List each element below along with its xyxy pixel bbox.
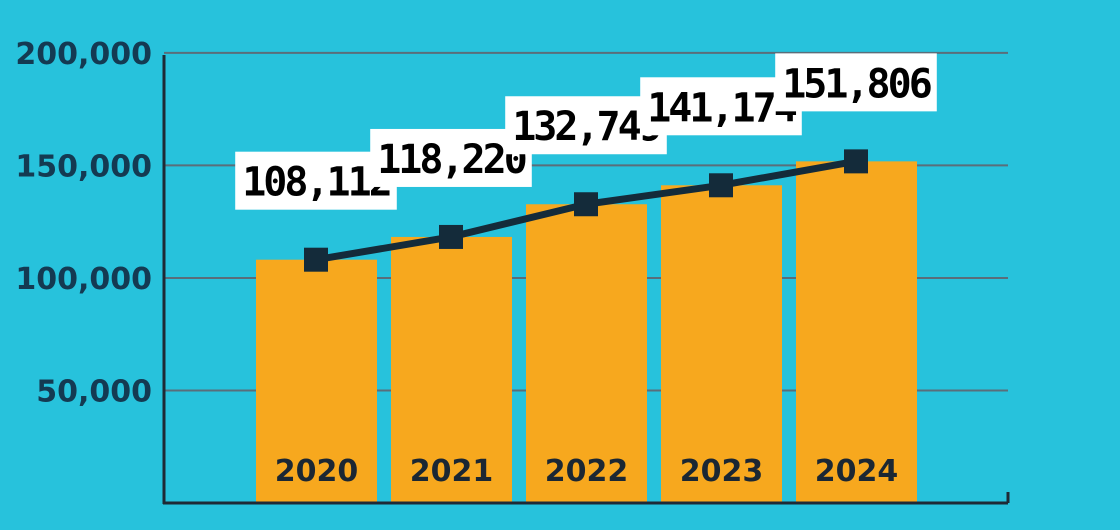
data-label-text: 141,174	[647, 85, 796, 131]
data-label-2023: 141,174	[640, 77, 802, 136]
category-label-2022: 2022	[545, 454, 629, 489]
data-label-text: 132,749	[512, 104, 660, 150]
category-label-2024: 2024	[815, 454, 899, 489]
marker-2021	[439, 224, 463, 249]
data-label-text: 108,112	[242, 160, 390, 206]
data-label-2020: 108,112	[235, 151, 397, 210]
data-label-text: 151,806	[782, 61, 930, 107]
marker-2022	[574, 192, 598, 217]
marker-2020	[304, 247, 328, 272]
category-label-2021: 2021	[410, 454, 494, 489]
marker-2024	[844, 149, 868, 174]
bars	[256, 161, 917, 504]
bar-2020	[256, 259, 377, 503]
y-tick-label: 200,000	[15, 37, 152, 72]
data-label-2024: 151,806	[775, 53, 937, 112]
data-label-box	[370, 128, 532, 187]
y-tick-label: 150,000	[15, 149, 152, 184]
y-tick-label: 100,000	[15, 262, 152, 297]
trend-line	[304, 149, 868, 272]
data-label-box	[640, 77, 802, 136]
data-label-2022: 132,749	[505, 96, 667, 155]
bar-2021	[391, 236, 512, 503]
data-label-box	[505, 96, 667, 155]
data-label-box	[235, 151, 397, 210]
data-label-text: 118,220	[377, 137, 525, 183]
x-category-labels: 2020 2021 2022 2023 2024	[275, 454, 899, 489]
category-label-2020: 2020	[275, 454, 359, 489]
category-label-2023: 2023	[680, 454, 764, 489]
bar-2022	[526, 204, 647, 503]
y-tick-label: 50,000	[36, 374, 152, 409]
bar-2023	[661, 185, 782, 504]
marker-2023	[709, 173, 733, 198]
data-label-2021: 118,220	[370, 128, 532, 187]
axes	[162, 55, 1010, 505]
y-tick-labels: 50,000 100,000 150,000 200,000	[15, 37, 152, 410]
bar-2024	[796, 161, 917, 503]
data-label-box	[775, 53, 937, 112]
